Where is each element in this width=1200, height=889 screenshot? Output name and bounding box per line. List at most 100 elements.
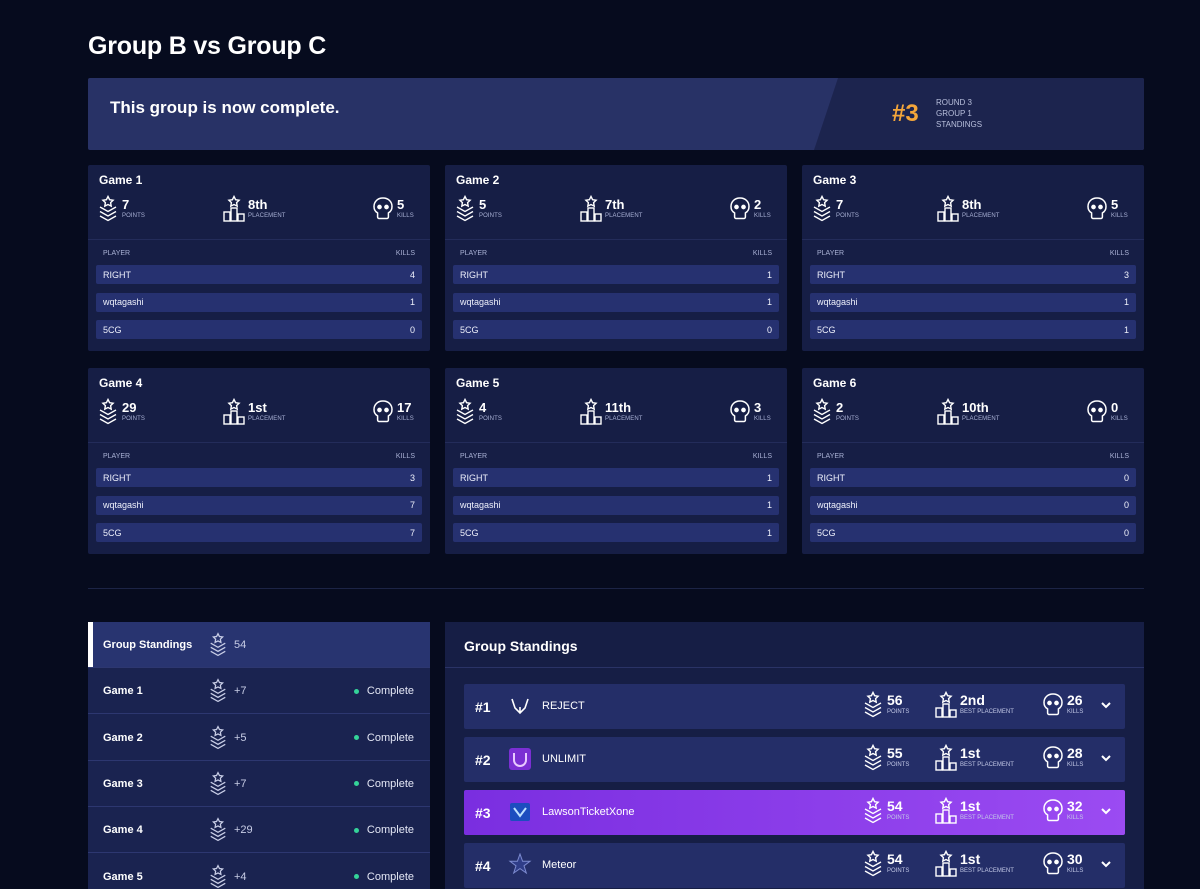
player-kills: 1 [766,269,772,280]
section-divider [88,588,1144,589]
completion-banner: This group is now complete. #3 ROUND 3 G… [88,78,1144,150]
game-list-item[interactable]: Game 4 +29 Complete [88,807,430,854]
game-list-item-points: +7 [234,685,247,698]
skull-icon [372,398,394,426]
game-stat-points: 4 POINTS [454,397,502,428]
player-name: wqtagashi [103,500,144,510]
game-stat-kills: 17 KILLS [372,398,414,428]
banner-meta-standings: STANDINGS [936,120,983,129]
points-icon [454,194,476,223]
player-kills: 0 [766,324,772,335]
team-rank: #1 [475,699,491,715]
skull-icon [1042,743,1064,773]
player-table-header: PLAYER KILLS [103,453,415,460]
skull-icon [729,398,751,426]
chevron-down-icon[interactable] [1099,804,1113,818]
card-divider [802,442,1144,443]
game-points-value: 2 [836,400,844,415]
team-points-value: 54 [887,851,903,867]
game-list-item-name: Game 2 [103,731,143,744]
game-kills-value: 5 [1111,197,1119,212]
meteor-logo-icon [508,852,532,877]
team-rank: #2 [475,752,491,768]
team-best_placement-value: 2nd [960,692,985,708]
points-icon [811,194,833,223]
team-kills-label: KILLS [1067,709,1084,715]
player-name: 5CG [460,527,479,538]
game-points-value: 7 [122,197,130,212]
skull-icon [372,195,394,223]
game-points-label: POINTS [836,213,859,219]
game-list-item[interactable]: Game 2 +5 Complete [88,715,430,761]
game-list-item[interactable]: Game 3 +7 Complete [88,761,430,807]
game-title: Game 1 [99,173,143,187]
points-icon [97,397,119,426]
player-row: 5CG 1 [453,523,779,542]
player-row: 5CG 0 [96,320,422,339]
player-name: RIGHT [103,269,131,280]
chevron-down-icon[interactable] [1099,857,1113,871]
player-row: RIGHT 3 [810,265,1136,284]
player-kills: 4 [409,269,415,280]
team-points-label: POINTS [887,709,910,715]
team-kills-value: 26 [1067,692,1083,708]
game-list-item[interactable]: Game 5 +4 Complete [88,854,430,889]
player-name: wqtagashi [460,500,501,510]
banner-meta-round: ROUND 3 [936,98,973,107]
team-kills-value: 32 [1067,798,1083,814]
player-name: wqtagashi [460,297,501,307]
status-text: Complete [366,731,414,744]
points-icon [208,724,228,751]
chevron-down-icon[interactable] [1099,698,1113,712]
standings-row[interactable]: #2 UNLIMIT 55 POINTS 1st BEST PLACEMENT 28 KILL… [464,737,1125,782]
game-list-item[interactable]: Group Standings 54 [88,622,430,668]
team-stat-kills: 32 KILLS [1042,796,1083,826]
placement-icon [580,397,602,426]
player-row: 5CG 7 [96,523,422,542]
game-points-label: POINTS [122,416,145,422]
game-placement-value: 1st [248,400,267,415]
player-kills: 3 [1123,269,1129,280]
game-kills-label: KILLS [754,213,771,219]
game-stat-points: 7 POINTS [97,194,145,225]
game-list-item[interactable]: Game 1 +7 Complete [88,668,430,715]
game-stat-placement: 8th PLACEMENT [937,194,1000,225]
game-points-value: 4 [479,400,487,415]
player-name: RIGHT [460,269,488,280]
team-points-value: 55 [887,745,903,761]
points-icon [862,690,884,720]
player-name: wqtagashi [817,297,858,307]
chevron-down-icon[interactable] [1099,751,1113,765]
points-icon [208,817,228,843]
status-badge: Complete [353,731,414,744]
player-table-header: PLAYER KILLS [817,250,1129,257]
team-kills-value: 28 [1067,745,1083,761]
points-icon [208,678,228,704]
banner-standing: #3 ROUND 3 GROUP 1 STANDINGS [814,78,1144,150]
team-stat-best_placement: 1st BEST PLACEMENT [935,796,1014,826]
banner-meta: ROUND 3 GROUP 1 STANDINGS [936,97,982,130]
player-table-header: PLAYER KILLS [817,453,1129,460]
game-card: Game 6 2 POINTS 10th PLACEMENT 0 KILLS PLAYER KI… [802,368,1144,554]
player-kills: 0 [1123,527,1129,538]
status-badge: Complete [353,778,414,790]
game-placement-value: 11th [605,400,632,415]
player-column-header: PLAYER [460,453,488,460]
card-divider [445,442,787,443]
standings-row[interactable]: #4 Meteor 54 POINTS 1st BEST PLACEMENT 30 KILLS [464,843,1125,888]
game-title: Game 2 [456,173,500,187]
status-text: Complete [366,870,414,883]
game-kills-label: KILLS [397,416,414,422]
player-kills: 3 [409,472,415,483]
standings-row[interactable]: #1 REJECT 56 POINTS 2nd BEST PLACEMENT 26 KILLS [464,684,1125,729]
standings-row[interactable]: #3 LawsonTicketXone 54 POINTS 1st BEST PLACEM… [464,790,1125,835]
status-badge: Complete [353,685,414,697]
game-kills-label: KILLS [397,213,414,219]
card-divider [445,239,787,240]
player-table-header: PLAYER KILLS [103,250,415,257]
game-stat-points: 2 POINTS [811,397,859,428]
status-dot-icon [353,781,359,787]
team-stat-kills: 30 KILLS [1042,849,1083,879]
player-kills: 1 [766,500,772,510]
player-name: RIGHT [460,472,488,483]
